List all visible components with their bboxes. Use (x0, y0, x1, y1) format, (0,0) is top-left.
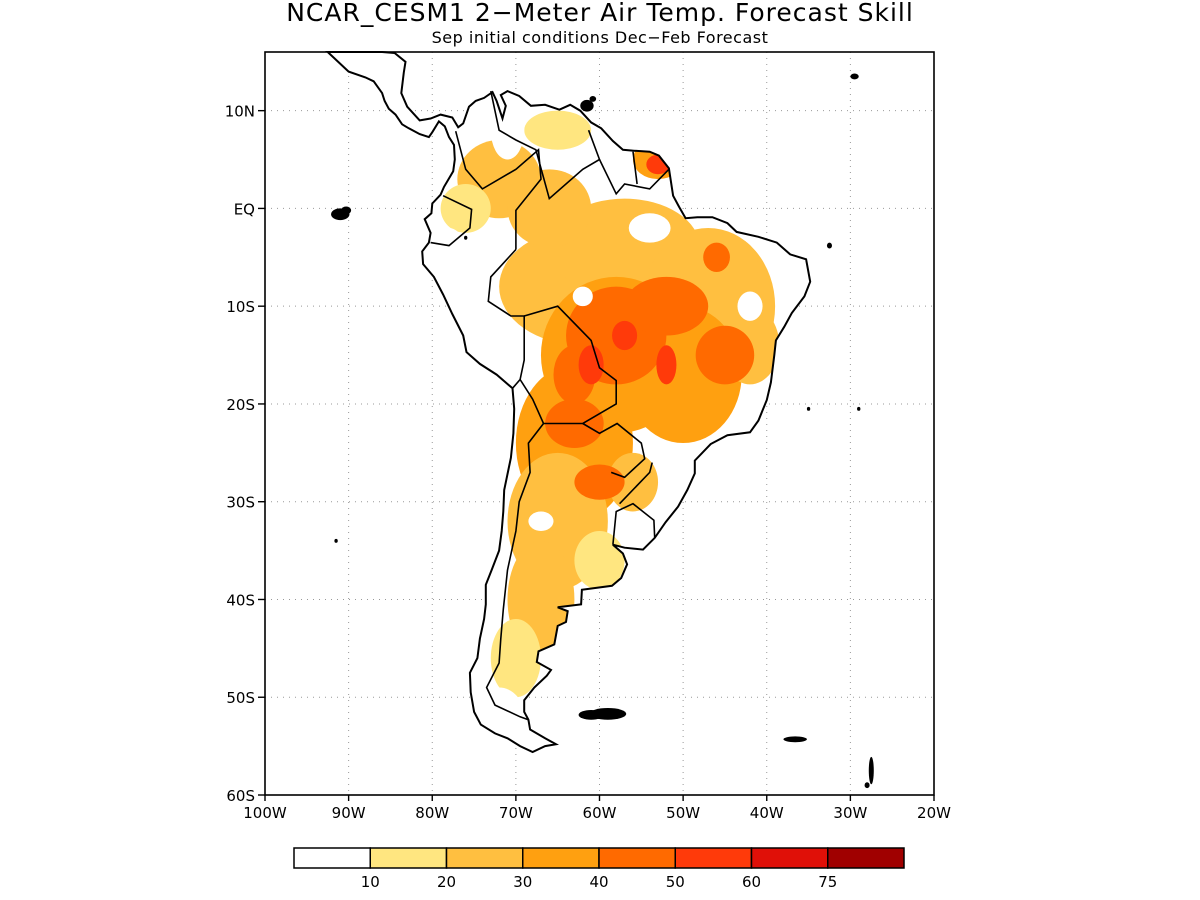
map-title: NCAR_CESM1 2−Meter Air Temp. Forecast Sk… (286, 0, 914, 27)
skill-patch (507, 169, 592, 248)
skill-patch (695, 325, 755, 385)
colorbar: 10 20 30 40 50 60 75 (293, 847, 905, 891)
island (806, 406, 811, 411)
skill-patch (411, 218, 437, 258)
island (783, 736, 807, 743)
island (850, 73, 859, 80)
lon-tick-label: 60W (583, 804, 617, 822)
skill-patch (440, 183, 491, 233)
skill-patch (628, 213, 671, 243)
border-line (485, 423, 545, 721)
skill-patch (656, 345, 677, 385)
skill-patch (703, 242, 730, 272)
lat-tick-label: 30S (226, 494, 255, 512)
colorbar-swatch (598, 847, 676, 869)
skill-patch (574, 464, 625, 500)
lon-tick-label: 20W (917, 804, 951, 822)
skill-patch (578, 345, 604, 385)
island (341, 206, 352, 215)
skill-patch (474, 687, 525, 747)
lat-tick-label: 50S (226, 689, 255, 707)
skill-patch (524, 110, 592, 150)
lon-tick-label: 90W (332, 804, 366, 822)
island (857, 406, 861, 411)
border-line (487, 248, 525, 389)
lat-tick-label: 40S (226, 591, 255, 609)
island (864, 782, 870, 789)
island (464, 235, 468, 240)
colorbar-tick-label: 75 (818, 873, 837, 891)
lon-tick-label: 30W (833, 804, 867, 822)
colorbar-tick-label: 10 (361, 873, 380, 891)
longitude-labels: 100W 90W 80W 70W 60W 50W 40W 30W 20W (243, 795, 951, 822)
border-line (598, 159, 670, 196)
lon-tick-label: 80W (415, 804, 449, 822)
border-line (519, 305, 617, 425)
colorbar-tick-label: 30 (513, 873, 532, 891)
lon-tick-label: 50W (666, 804, 700, 822)
skill-patch (490, 619, 541, 698)
latitude-labels: 10N EQ 10S 20S 30S 40S 50S 60S (225, 103, 265, 805)
colorbar-tick-label: 20 (437, 873, 456, 891)
colorbar-swatch (827, 847, 905, 869)
island (580, 99, 594, 112)
island (589, 95, 597, 102)
lat-tick-label: EQ (234, 200, 255, 218)
skill-patch (612, 320, 638, 351)
colorbar-swatch (369, 847, 448, 869)
skill-patch (737, 291, 763, 321)
colorbar-swatch (445, 847, 524, 869)
border-line (619, 462, 653, 505)
lat-tick-label: 10N (225, 103, 255, 121)
land-fill (327, 52, 811, 752)
skill-patch (528, 511, 554, 532)
skill-patch (624, 276, 709, 336)
border-line (582, 422, 646, 479)
colorbar-swatch (750, 847, 829, 869)
skill-patch (490, 100, 525, 160)
colorbar-tick-label: 60 (742, 873, 761, 891)
skill-patch (475, 413, 506, 590)
lon-tick-label: 70W (499, 804, 533, 822)
skill-patch (607, 452, 659, 512)
coastline (325, 51, 812, 754)
map-subtitle: Sep initial conditions Dec−Feb Forecast (431, 28, 769, 47)
border-line (454, 130, 542, 250)
lat-tick-label: 60S (226, 787, 255, 805)
border-line (632, 151, 638, 185)
lat-tick-label: 10S (226, 298, 255, 316)
colorbar-tick-label: 50 (666, 873, 685, 891)
skill-patch (572, 286, 593, 307)
border-line (612, 502, 656, 545)
border-line (490, 90, 601, 201)
island (868, 756, 874, 785)
country-borders (430, 90, 670, 721)
skill-patch (574, 531, 625, 590)
island (578, 709, 604, 720)
lon-tick-label: 100W (243, 804, 287, 822)
colorbar-tick-label: 40 (589, 873, 608, 891)
lat-tick-label: 20S (226, 396, 255, 414)
island (334, 538, 338, 543)
skill-shading (411, 100, 780, 747)
colorbar-swatch (522, 847, 600, 869)
colorbar-swatch (674, 847, 753, 869)
islands (331, 73, 874, 789)
island (826, 242, 832, 249)
lon-tick-label: 40W (750, 804, 784, 822)
colorbar-swatch (293, 847, 371, 869)
border-line (430, 194, 473, 247)
